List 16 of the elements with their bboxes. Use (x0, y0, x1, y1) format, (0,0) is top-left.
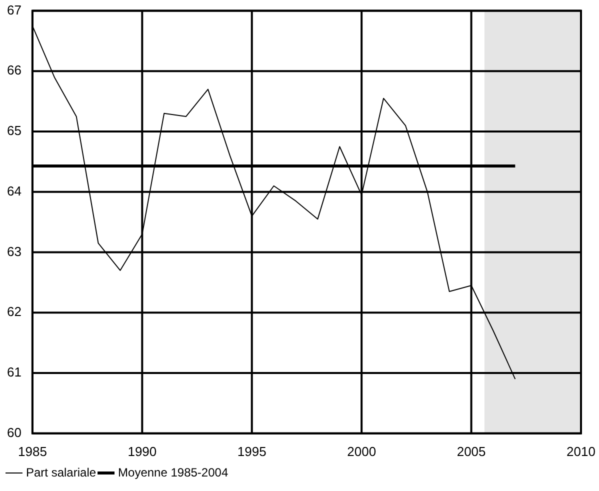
y-tick-label: 60 (6, 424, 22, 440)
x-tick-label: 2000 (347, 444, 376, 459)
y-tick-label: 65 (6, 123, 22, 138)
x-tick-label: 1995 (237, 444, 266, 459)
x-tick-label: 2005 (456, 444, 486, 459)
y-tick-label: 67 (6, 2, 22, 18)
y-tick-label: 62 (6, 304, 22, 320)
y-tick-label: 64 (6, 183, 22, 198)
y-tick-label: 61 (6, 364, 22, 380)
legend-label: Moyenne 1985-2004 (118, 465, 228, 480)
x-tick-label: 2010 (566, 444, 596, 459)
x-tick-label: 1985 (18, 444, 47, 459)
y-tick-label: 63 (6, 244, 22, 259)
x-tick-label: 1990 (128, 444, 157, 459)
legend-label: Part salariale (26, 465, 96, 480)
y-tick-label: 66 (6, 62, 22, 78)
